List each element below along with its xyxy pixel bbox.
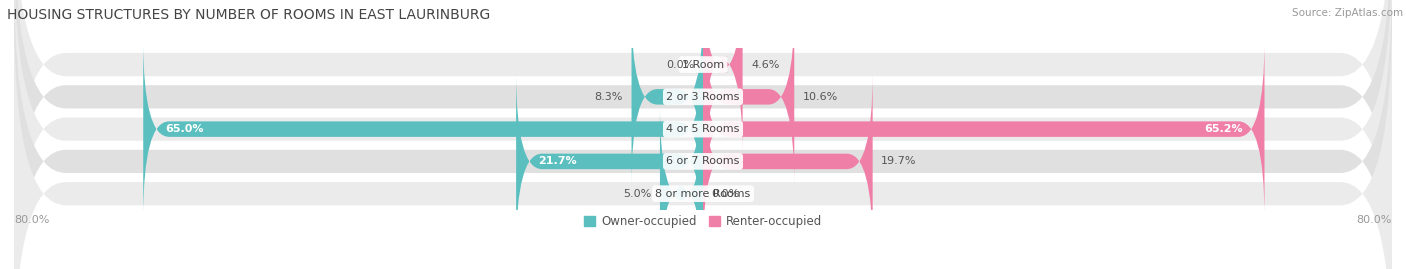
Text: 0.0%: 0.0% [711, 189, 740, 199]
FancyBboxPatch shape [703, 8, 794, 186]
FancyBboxPatch shape [703, 0, 742, 154]
Text: 10.6%: 10.6% [803, 92, 838, 102]
Text: 2 or 3 Rooms: 2 or 3 Rooms [666, 92, 740, 102]
Text: 65.2%: 65.2% [1205, 124, 1243, 134]
Text: 5.0%: 5.0% [623, 189, 651, 199]
FancyBboxPatch shape [703, 72, 873, 250]
Text: 80.0%: 80.0% [14, 215, 49, 225]
FancyBboxPatch shape [631, 8, 703, 186]
Text: 4.6%: 4.6% [751, 59, 779, 70]
FancyBboxPatch shape [143, 40, 703, 218]
FancyBboxPatch shape [14, 0, 1392, 269]
Text: 80.0%: 80.0% [1357, 215, 1392, 225]
Text: 1 Room: 1 Room [682, 59, 724, 70]
FancyBboxPatch shape [659, 105, 703, 269]
Text: 21.7%: 21.7% [537, 156, 576, 167]
Text: 19.7%: 19.7% [882, 156, 917, 167]
Text: Source: ZipAtlas.com: Source: ZipAtlas.com [1292, 8, 1403, 18]
Text: 8 or more Rooms: 8 or more Rooms [655, 189, 751, 199]
Text: 4 or 5 Rooms: 4 or 5 Rooms [666, 124, 740, 134]
Text: 0.0%: 0.0% [666, 59, 695, 70]
Text: 8.3%: 8.3% [595, 92, 623, 102]
FancyBboxPatch shape [516, 72, 703, 250]
Legend: Owner-occupied, Renter-occupied: Owner-occupied, Renter-occupied [579, 211, 827, 233]
FancyBboxPatch shape [14, 0, 1392, 269]
FancyBboxPatch shape [703, 40, 1264, 218]
FancyBboxPatch shape [14, 12, 1392, 269]
Text: 6 or 7 Rooms: 6 or 7 Rooms [666, 156, 740, 167]
Text: 65.0%: 65.0% [165, 124, 204, 134]
Text: HOUSING STRUCTURES BY NUMBER OF ROOMS IN EAST LAURINBURG: HOUSING STRUCTURES BY NUMBER OF ROOMS IN… [7, 8, 491, 22]
FancyBboxPatch shape [14, 0, 1392, 269]
FancyBboxPatch shape [14, 0, 1392, 247]
